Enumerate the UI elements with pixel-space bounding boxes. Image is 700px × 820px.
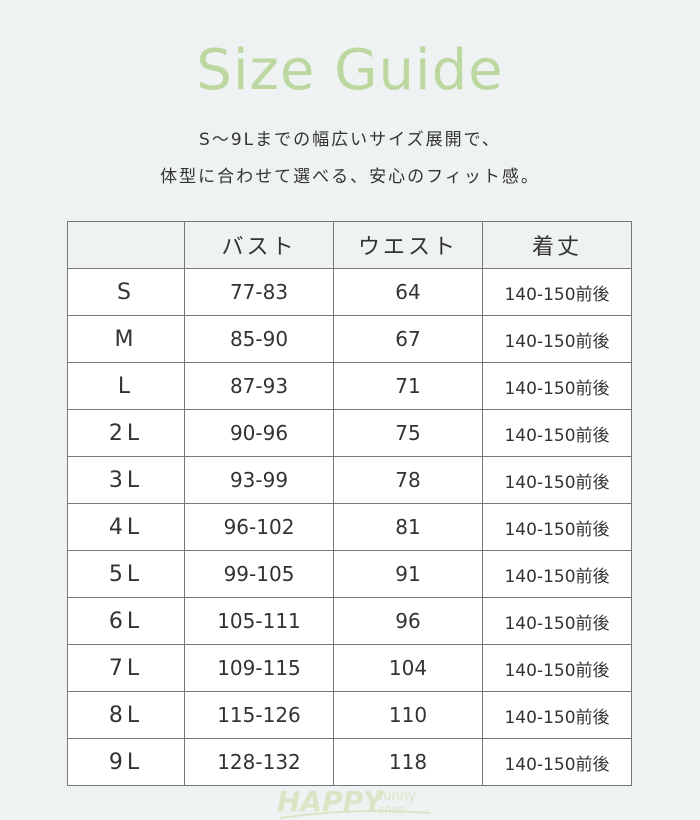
cell-length: 140-150前後 bbox=[482, 644, 632, 692]
cell-size: 2L bbox=[67, 409, 185, 457]
cell-length: 140-150前後 bbox=[482, 362, 632, 410]
table-row: 6L 105-111 96 140-150前後 bbox=[67, 597, 632, 645]
svg-text:shop: shop bbox=[379, 803, 405, 816]
cell-length: 140-150前後 bbox=[482, 550, 632, 598]
cell-bust: 109-115 bbox=[184, 644, 334, 692]
page-title: Size Guide bbox=[196, 38, 504, 103]
cell-waist: 96 bbox=[333, 597, 483, 645]
table-row: 3L 93-99 78 140-150前後 bbox=[67, 456, 632, 504]
table-row: 7L 109-115 104 140-150前後 bbox=[67, 644, 632, 692]
cell-waist: 110 bbox=[333, 691, 483, 739]
cell-bust: 93-99 bbox=[184, 456, 334, 504]
table-row: 2L 90-96 75 140-150前後 bbox=[67, 409, 632, 457]
cell-size: 4L bbox=[67, 503, 185, 551]
cell-waist: 64 bbox=[333, 268, 483, 316]
cell-length: 140-150前後 bbox=[482, 456, 632, 504]
cell-length: 140-150前後 bbox=[482, 691, 632, 739]
cell-bust: 85-90 bbox=[184, 315, 334, 363]
size-table: バスト ウエスト 着丈 S 77-83 64 140-150前後 M 85-90 67 140… bbox=[67, 221, 632, 786]
table-row: 4L 96-102 81 140-150前後 bbox=[67, 503, 632, 551]
table-row: L 87-93 71 140-150前後 bbox=[67, 362, 632, 410]
cell-size: L bbox=[67, 362, 185, 410]
header-waist: ウエスト bbox=[333, 221, 483, 269]
happy-sunny-shop-logo: HAPPY Sunny shop bbox=[277, 785, 431, 819]
cell-size: 5L bbox=[67, 550, 185, 598]
cell-size: 7L bbox=[67, 644, 185, 692]
table-row: 5L 99-105 91 140-150前後 bbox=[67, 550, 632, 598]
cell-waist: 118 bbox=[333, 738, 483, 786]
header-length: 着丈 bbox=[482, 221, 632, 269]
cell-size: 3L bbox=[67, 456, 185, 504]
cell-bust: 77-83 bbox=[184, 268, 334, 316]
cell-waist: 104 bbox=[333, 644, 483, 692]
cell-length: 140-150前後 bbox=[482, 409, 632, 457]
table-row: 8L 115-126 110 140-150前後 bbox=[67, 691, 632, 739]
cell-size: M bbox=[67, 315, 185, 363]
cell-bust: 115-126 bbox=[184, 691, 334, 739]
cell-size: 6L bbox=[67, 597, 185, 645]
cell-length: 140-150前後 bbox=[482, 738, 632, 786]
cell-size: 9L bbox=[67, 738, 185, 786]
cell-waist: 81 bbox=[333, 503, 483, 551]
cell-waist: 91 bbox=[333, 550, 483, 598]
cell-length: 140-150前後 bbox=[482, 503, 632, 551]
cell-waist: 75 bbox=[333, 409, 483, 457]
cell-bust: 128-132 bbox=[184, 738, 334, 786]
svg-text:Sunny: Sunny bbox=[375, 789, 416, 804]
cell-bust: 90-96 bbox=[184, 409, 334, 457]
table-row: M 85-90 67 140-150前後 bbox=[67, 315, 632, 363]
cell-bust: 105-111 bbox=[184, 597, 334, 645]
header-bust: バスト bbox=[184, 221, 334, 269]
cell-length: 140-150前後 bbox=[482, 597, 632, 645]
table-row: S 77-83 64 140-150前後 bbox=[67, 268, 632, 316]
header-size bbox=[67, 221, 185, 269]
cell-bust: 96-102 bbox=[184, 503, 334, 551]
cell-length: 140-150前後 bbox=[482, 268, 632, 316]
subtitle-line-2: 体型に合わせて選べる、安心のフィット感。 bbox=[160, 167, 540, 187]
table-header-row: バスト ウエスト 着丈 bbox=[67, 221, 632, 269]
cell-waist: 67 bbox=[333, 315, 483, 363]
cell-waist: 78 bbox=[333, 456, 483, 504]
cell-length: 140-150前後 bbox=[482, 315, 632, 363]
subtitle-line-1: S〜9Lまでの幅広いサイズ展開で、 bbox=[199, 130, 501, 150]
cell-size: 8L bbox=[67, 691, 185, 739]
cell-bust: 87-93 bbox=[184, 362, 334, 410]
table-row: 9L 128-132 118 140-150前後 bbox=[67, 738, 632, 786]
cell-size: S bbox=[67, 268, 185, 316]
cell-waist: 71 bbox=[333, 362, 483, 410]
cell-bust: 99-105 bbox=[184, 550, 334, 598]
